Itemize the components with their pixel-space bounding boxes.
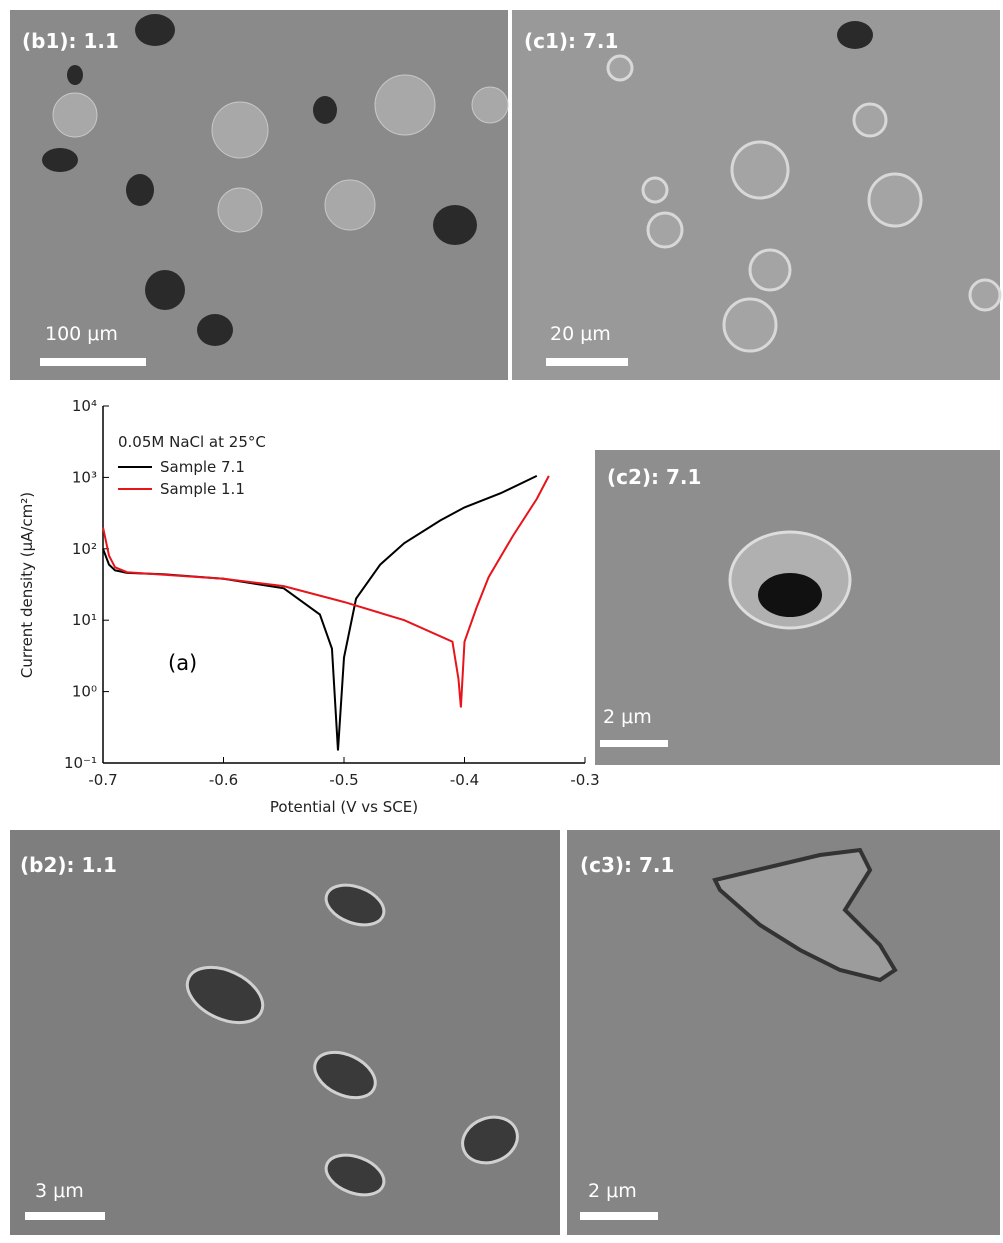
scale-label: 100 μm <box>45 323 118 345</box>
annotation: (a) <box>168 651 197 675</box>
x-tick-label: -0.3 <box>570 771 599 789</box>
panel-c2: (c2): 7.1 2 μm <box>595 450 1000 765</box>
y-tick-label: 10⁰ <box>72 683 97 701</box>
series-line <box>102 474 538 751</box>
y-tick-label: 10² <box>72 540 97 558</box>
y-tick-label: 10⁴ <box>72 397 97 415</box>
legend-label: Sample 1.1 <box>160 480 245 498</box>
x-tick-label: -0.6 <box>209 771 238 789</box>
x-tick-label: -0.7 <box>88 771 117 789</box>
panel-label: (c2): 7.1 <box>607 465 701 489</box>
panel-b1: (b1): 1.1 100 μm <box>10 10 509 380</box>
x-axis-label: Potential (V vs SCE) <box>270 798 418 816</box>
y-tick-label: 10⁻¹ <box>64 754 97 772</box>
panel-label: (c1): 7.1 <box>524 29 618 53</box>
scale-label: 20 μm <box>550 323 611 345</box>
chart: 0.05M NaCl at 25°C (a) Potential (V vs S… <box>18 397 600 816</box>
panel-label: (b2): 1.1 <box>20 853 117 877</box>
scale-label: 2 μm <box>588 1180 637 1202</box>
x-tick-label: -0.4 <box>450 771 479 789</box>
panel-b2: (b2): 1.1 3 μm <box>10 830 560 1235</box>
scale-label: 3 μm <box>35 1180 84 1202</box>
scale-label: 2 μm <box>603 706 652 728</box>
legend-label: Sample 7.1 <box>160 458 245 476</box>
panel-label: (c3): 7.1 <box>580 853 674 877</box>
panel-c1: (c1): 7.1 20 μm <box>512 10 1002 380</box>
series-line <box>102 475 550 708</box>
x-tick-label: -0.5 <box>329 771 358 789</box>
y-tick-label: 10³ <box>72 468 97 486</box>
panel-label: (b1): 1.1 <box>22 29 119 53</box>
panel-c3: (c3): 7.1 2 μm <box>567 830 1000 1235</box>
y-axis-label: Current density (μA/cm²) <box>18 492 36 678</box>
legend-title: 0.05M NaCl at 25°C <box>118 433 266 451</box>
y-tick-label: 10¹ <box>72 611 97 629</box>
